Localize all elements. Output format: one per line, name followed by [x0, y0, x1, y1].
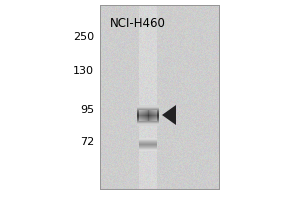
Text: NCI-H460: NCI-H460 — [110, 17, 166, 30]
Text: 130: 130 — [73, 66, 94, 76]
Text: 95: 95 — [80, 105, 94, 115]
Text: 250: 250 — [73, 32, 94, 42]
Polygon shape — [162, 105, 176, 125]
Text: 72: 72 — [80, 137, 94, 147]
